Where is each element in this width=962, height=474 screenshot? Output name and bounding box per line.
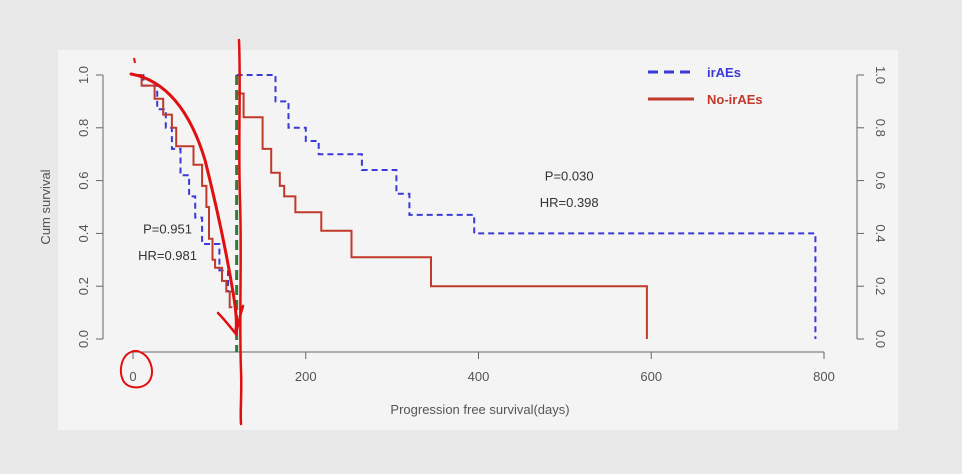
stat-annotation: P=0.030: [545, 169, 594, 184]
stat-annotation: HR=0.981: [138, 248, 197, 263]
x-tick-label: 400: [468, 369, 490, 384]
series-line-no-iraes-after-landmark: [236, 92, 648, 339]
ink-vertical-stroke: [237, 38, 243, 426]
y-tick-label-right: 0.0: [873, 330, 888, 348]
y-tick-label-left: 0.4: [76, 224, 91, 242]
y-tick-label-left: 0.2: [76, 277, 91, 295]
y-tick-label-right: 0.8: [873, 119, 888, 137]
x-tick-label: 200: [295, 369, 317, 384]
annotation-group: P=0.951 HR=0.981 P=0.030 HR=0.398: [138, 169, 599, 263]
series-group: [133, 74, 817, 339]
legend-group: irAEs No-irAEs: [648, 65, 763, 107]
ink-curve-arrow: [129, 72, 238, 332]
ink-arrowhead: [216, 304, 245, 337]
plot-background: [58, 50, 898, 430]
ink-tick: [133, 57, 136, 64]
legend-label: No-irAEs: [707, 92, 763, 107]
axes-group: 0 200 400 600 800 0.0 0.0 0.2 0.2 0.4 0.4 0.6 0.6 0.8…: [38, 66, 888, 417]
x-tick-label: 800: [813, 369, 835, 384]
y-tick-label-left: 0.0: [76, 330, 91, 348]
y-tick-label-right: 0.2: [873, 277, 888, 295]
y-tick-label-left: 1.0: [76, 66, 91, 84]
series-line-no-iraes-before-landmark: [133, 74, 233, 309]
x-tick-label: 0: [129, 369, 136, 384]
series-line-iraes-before-landmark: [133, 74, 237, 293]
y-tick-label-right: 0.4: [873, 224, 888, 242]
y-tick-label-right: 1.0: [873, 66, 888, 84]
stat-annotation: P=0.951: [143, 221, 192, 236]
x-tick-label: 600: [640, 369, 662, 384]
y-tick-label-left: 0.8: [76, 119, 91, 137]
y-tick-label-left: 0.6: [76, 172, 91, 190]
ink-zero-circle: [119, 349, 153, 389]
stat-annotation: HR=0.398: [540, 195, 599, 210]
ink-annotation-group: [119, 38, 245, 426]
series-line-iraes-after-landmark: [236, 74, 817, 339]
x-axis-title: Progression free survival(days): [390, 402, 569, 417]
legend-label: irAEs: [707, 65, 741, 80]
y-tick-label-right: 0.6: [873, 172, 888, 190]
y-axis-title: Cum survival: [38, 169, 53, 244]
